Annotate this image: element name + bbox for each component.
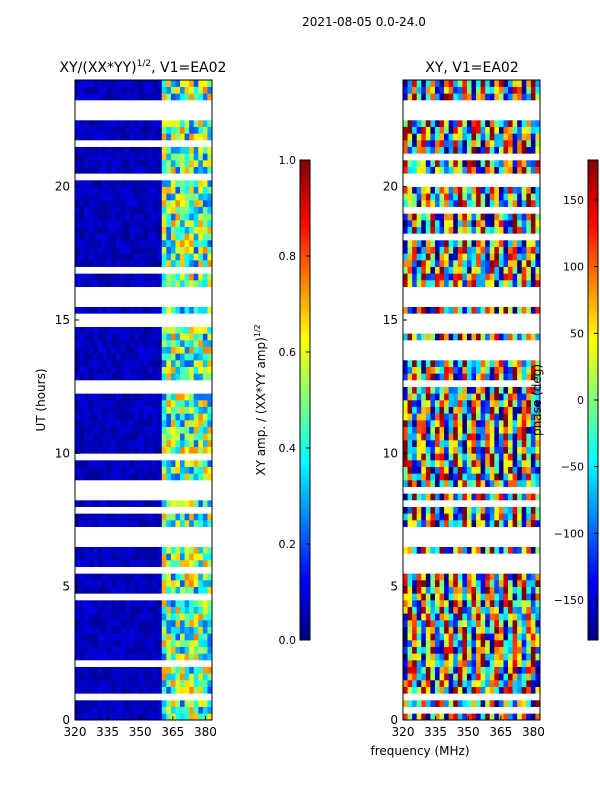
phase-cbar-tick-label: 0 (577, 394, 584, 407)
amp-cbar-tick-label: 0.8 (279, 250, 297, 263)
amplitude-colorbar-label: XY amp. / (XX*YY amp)1/2 (253, 324, 268, 475)
right-ytick-label: 5 (390, 580, 398, 594)
right-heatmap (403, 80, 541, 721)
left-plot-frame (74, 79, 213, 721)
left-ytick-label: 10 (55, 446, 70, 460)
phase-cbar-tick-label: −100 (554, 527, 584, 540)
left-xtick-label: 320 (64, 725, 87, 739)
left-ytick-label: 5 (62, 580, 70, 594)
figure-suptitle: 2021-08-05 0.0-24.0 (302, 15, 426, 29)
left-panel-title: XY/(XX*YY)1/2, V1=EA02 (60, 59, 227, 76)
phase-colorbar-ticks: 150 100 50 0 −50 −100 −150 (554, 194, 598, 607)
left-xtick-label: 350 (129, 725, 152, 739)
phase-cbar-tick-label: −150 (554, 594, 584, 607)
amp-cbar-tick-label: 0.6 (279, 346, 297, 359)
left-ytick-label: 15 (55, 313, 70, 327)
right-ytick-label: 15 (383, 313, 398, 327)
phase-colorbar-label: phase (deg) (530, 364, 544, 436)
left-title-suffix: , V1=EA02 (151, 60, 226, 76)
phase-cbar-tick-label: 100 (563, 261, 584, 274)
left-title-base: XY/(XX*YY) (60, 60, 137, 76)
amplitude-colorbar (299, 159, 311, 641)
right-ytick-label: 20 (383, 180, 398, 194)
left-heatmap (75, 80, 213, 721)
left-axes: 320 335 350 365 380 0 5 10 15 20 (55, 180, 217, 739)
left-ytick-label: 20 (55, 180, 70, 194)
right-ytick-label: 0 (390, 713, 398, 727)
right-ytick-label: 10 (383, 446, 398, 460)
left-ylabel: UT (hours) (34, 368, 48, 431)
amplitude-colorbar-ticks: 0.0 0.2 0.4 0.6 0.8 1.0 (279, 154, 310, 647)
left-ytick-label: 0 (62, 713, 70, 727)
phase-cbar-tick-label: −50 (561, 461, 584, 474)
amp-cbar-tick-label: 0.0 (279, 634, 297, 647)
left-xtick-label: 365 (161, 725, 184, 739)
phase-cbar-tick-label: 150 (563, 194, 584, 207)
left-title-exp: 1/2 (137, 59, 151, 69)
right-xtick-label: 365 (489, 725, 512, 739)
phase-cbar-tick-label: 50 (570, 327, 584, 340)
right-xtick-label: 320 (392, 725, 415, 739)
right-plot-frame (402, 79, 541, 721)
amp-cbar-tick-label: 0.4 (279, 442, 297, 455)
right-xtick-label: 350 (457, 725, 480, 739)
amp-cbar-tick-label: 1.0 (279, 154, 297, 167)
right-axes: 320 335 350 365 380 0 5 10 15 20 (383, 180, 545, 739)
amp-cbar-label-exp: 1/2 (253, 324, 262, 337)
shared-xlabel: frequency (MHz) (370, 744, 469, 758)
left-xtick-label: 380 (194, 725, 217, 739)
right-panel-title: XY, V1=EA02 (425, 60, 519, 76)
amp-cbar-tick-label: 0.2 (279, 538, 297, 551)
right-xtick-label: 335 (424, 725, 447, 739)
right-xtick-label: 380 (522, 725, 545, 739)
amp-cbar-label-base: XY amp. / (XX*YY amp) (254, 337, 268, 475)
left-xtick-label: 335 (96, 725, 119, 739)
